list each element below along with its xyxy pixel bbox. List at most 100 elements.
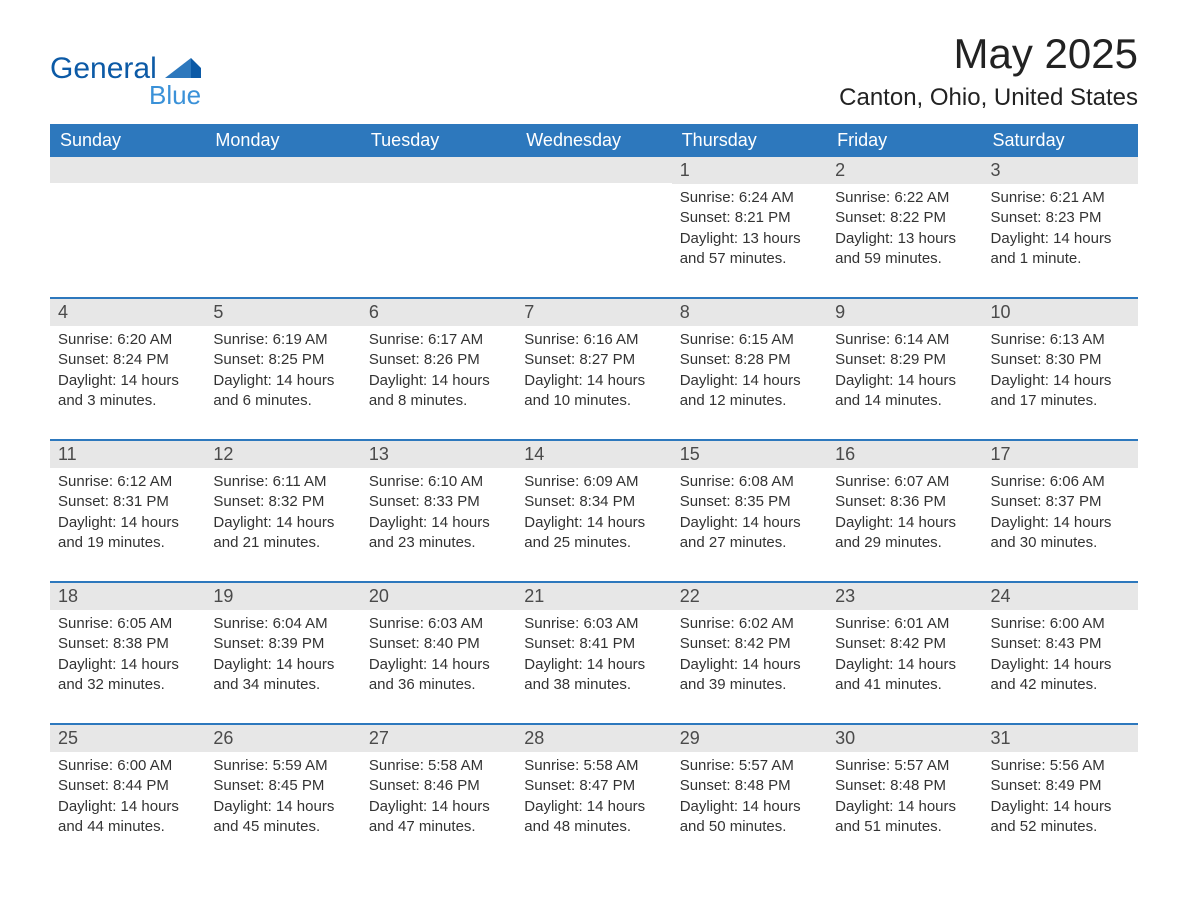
calendar-day-cell: 27Sunrise: 5:58 AMSunset: 8:46 PMDayligh… <box>361 724 516 865</box>
sunset-label: Sunset: <box>213 493 264 510</box>
sunset-label: Sunset: <box>369 351 420 368</box>
calendar-week-row: 4Sunrise: 6:20 AMSunset: 8:24 PMDaylight… <box>50 298 1138 440</box>
day-number: 31 <box>983 725 1138 752</box>
sunset-label: Sunset: <box>524 635 575 652</box>
sunrise-value: 6:12 AM <box>117 473 172 490</box>
calendar-day-cell: 10Sunrise: 6:13 AMSunset: 8:30 PMDayligh… <box>983 298 1138 440</box>
daylight-label: Daylight: <box>680 514 738 531</box>
day-details: Sunrise: 6:16 AMSunset: 8:27 PMDaylight:… <box>516 326 671 439</box>
day-details: Sunrise: 6:00 AMSunset: 8:44 PMDaylight:… <box>50 752 205 865</box>
sunrise-label: Sunrise: <box>835 473 890 490</box>
day-details: Sunrise: 6:10 AMSunset: 8:33 PMDaylight:… <box>361 468 516 581</box>
weekday-header: Monday <box>205 124 360 157</box>
calendar-day-cell: 20Sunrise: 6:03 AMSunset: 8:40 PMDayligh… <box>361 582 516 724</box>
sunrise-value: 6:00 AM <box>1050 615 1105 632</box>
sunrise-value: 5:58 AM <box>428 757 483 774</box>
sunset-label: Sunset: <box>58 351 109 368</box>
daylight-label: Daylight: <box>58 656 116 673</box>
sunset-label: Sunset: <box>680 209 731 226</box>
daylight-label: Daylight: <box>991 372 1049 389</box>
sunset-value: 8:44 PM <box>113 777 169 794</box>
day-number: 25 <box>50 725 205 752</box>
sunrise-label: Sunrise: <box>680 473 735 490</box>
calendar-header-row: Sunday Monday Tuesday Wednesday Thursday… <box>50 124 1138 157</box>
page-header: General Blue May 2025 Canton, Ohio, Unit… <box>50 30 1138 112</box>
calendar-day-cell: 22Sunrise: 6:02 AMSunset: 8:42 PMDayligh… <box>672 582 827 724</box>
daylight-label: Daylight: <box>835 798 893 815</box>
day-number: 28 <box>516 725 671 752</box>
sunset-label: Sunset: <box>991 777 1042 794</box>
sunrise-label: Sunrise: <box>991 189 1046 206</box>
sunrise-value: 6:00 AM <box>117 757 172 774</box>
logo-mark-icon <box>165 54 201 78</box>
calendar-day-cell: 29Sunrise: 5:57 AMSunset: 8:48 PMDayligh… <box>672 724 827 865</box>
daylight-label: Daylight: <box>680 656 738 673</box>
day-number: 23 <box>827 583 982 610</box>
sunset-value: 8:48 PM <box>735 777 791 794</box>
logo: General Blue <box>50 30 201 108</box>
sunset-label: Sunset: <box>369 493 420 510</box>
day-number: 18 <box>50 583 205 610</box>
sunset-value: 8:25 PM <box>268 351 324 368</box>
calendar-day-cell: 2Sunrise: 6:22 AMSunset: 8:22 PMDaylight… <box>827 157 982 298</box>
day-number: 21 <box>516 583 671 610</box>
day-details: Sunrise: 6:19 AMSunset: 8:25 PMDaylight:… <box>205 326 360 439</box>
day-details: Sunrise: 6:02 AMSunset: 8:42 PMDaylight:… <box>672 610 827 723</box>
sunrise-value: 6:08 AM <box>739 473 794 490</box>
sunrise-label: Sunrise: <box>680 615 735 632</box>
sunrise-value: 6:03 AM <box>583 615 638 632</box>
sunrise-label: Sunrise: <box>835 615 890 632</box>
sunset-value: 8:36 PM <box>890 493 946 510</box>
day-details: Sunrise: 6:04 AMSunset: 8:39 PMDaylight:… <box>205 610 360 723</box>
calendar-day-cell: 30Sunrise: 5:57 AMSunset: 8:48 PMDayligh… <box>827 724 982 865</box>
calendar-day-cell: 31Sunrise: 5:56 AMSunset: 8:49 PMDayligh… <box>983 724 1138 865</box>
sunset-value: 8:28 PM <box>735 351 791 368</box>
day-details: Sunrise: 6:01 AMSunset: 8:42 PMDaylight:… <box>827 610 982 723</box>
calendar-day-cell: 3Sunrise: 6:21 AMSunset: 8:23 PMDaylight… <box>983 157 1138 298</box>
day-details: Sunrise: 6:22 AMSunset: 8:22 PMDaylight:… <box>827 184 982 297</box>
sunset-value: 8:41 PM <box>579 635 635 652</box>
sunrise-label: Sunrise: <box>369 757 424 774</box>
calendar-day-cell <box>205 157 360 298</box>
calendar-day-cell: 1Sunrise: 6:24 AMSunset: 8:21 PMDaylight… <box>672 157 827 298</box>
calendar-day-cell: 24Sunrise: 6:00 AMSunset: 8:43 PMDayligh… <box>983 582 1138 724</box>
sunset-value: 8:30 PM <box>1046 351 1102 368</box>
day-details: Sunrise: 6:12 AMSunset: 8:31 PMDaylight:… <box>50 468 205 581</box>
calendar-day-cell: 15Sunrise: 6:08 AMSunset: 8:35 PMDayligh… <box>672 440 827 582</box>
sunrise-label: Sunrise: <box>680 331 735 348</box>
weekday-header: Friday <box>827 124 982 157</box>
calendar-day-cell: 26Sunrise: 5:59 AMSunset: 8:45 PMDayligh… <box>205 724 360 865</box>
sunrise-label: Sunrise: <box>991 615 1046 632</box>
daylight-label: Daylight: <box>58 798 116 815</box>
sunset-value: 8:42 PM <box>890 635 946 652</box>
sunrise-value: 6:24 AM <box>739 189 794 206</box>
daylight-label: Daylight: <box>369 798 427 815</box>
sunrise-value: 5:58 AM <box>583 757 638 774</box>
daylight-label: Daylight: <box>835 656 893 673</box>
day-details: Sunrise: 5:56 AMSunset: 8:49 PMDaylight:… <box>983 752 1138 865</box>
sunrise-value: 6:22 AM <box>894 189 949 206</box>
sunrise-value: 6:15 AM <box>739 331 794 348</box>
day-details: Sunrise: 5:57 AMSunset: 8:48 PMDaylight:… <box>672 752 827 865</box>
sunset-label: Sunset: <box>58 635 109 652</box>
sunset-value: 8:26 PM <box>424 351 480 368</box>
daylight-label: Daylight: <box>213 798 271 815</box>
daylight-label: Daylight: <box>524 798 582 815</box>
calendar-body: 1Sunrise: 6:24 AMSunset: 8:21 PMDaylight… <box>50 157 1138 865</box>
sunrise-label: Sunrise: <box>680 189 735 206</box>
sunset-label: Sunset: <box>991 351 1042 368</box>
day-details <box>205 183 360 283</box>
calendar-day-cell: 6Sunrise: 6:17 AMSunset: 8:26 PMDaylight… <box>361 298 516 440</box>
sunrise-label: Sunrise: <box>213 331 268 348</box>
daylight-label: Daylight: <box>991 230 1049 247</box>
sunset-label: Sunset: <box>524 351 575 368</box>
daylight-label: Daylight: <box>680 372 738 389</box>
sunrise-value: 6:05 AM <box>117 615 172 632</box>
daylight-label: Daylight: <box>991 514 1049 531</box>
daylight-label: Daylight: <box>835 514 893 531</box>
sunset-label: Sunset: <box>213 351 264 368</box>
sunrise-value: 5:57 AM <box>894 757 949 774</box>
sunset-value: 8:37 PM <box>1046 493 1102 510</box>
day-details: Sunrise: 5:57 AMSunset: 8:48 PMDaylight:… <box>827 752 982 865</box>
day-details: Sunrise: 6:17 AMSunset: 8:26 PMDaylight:… <box>361 326 516 439</box>
